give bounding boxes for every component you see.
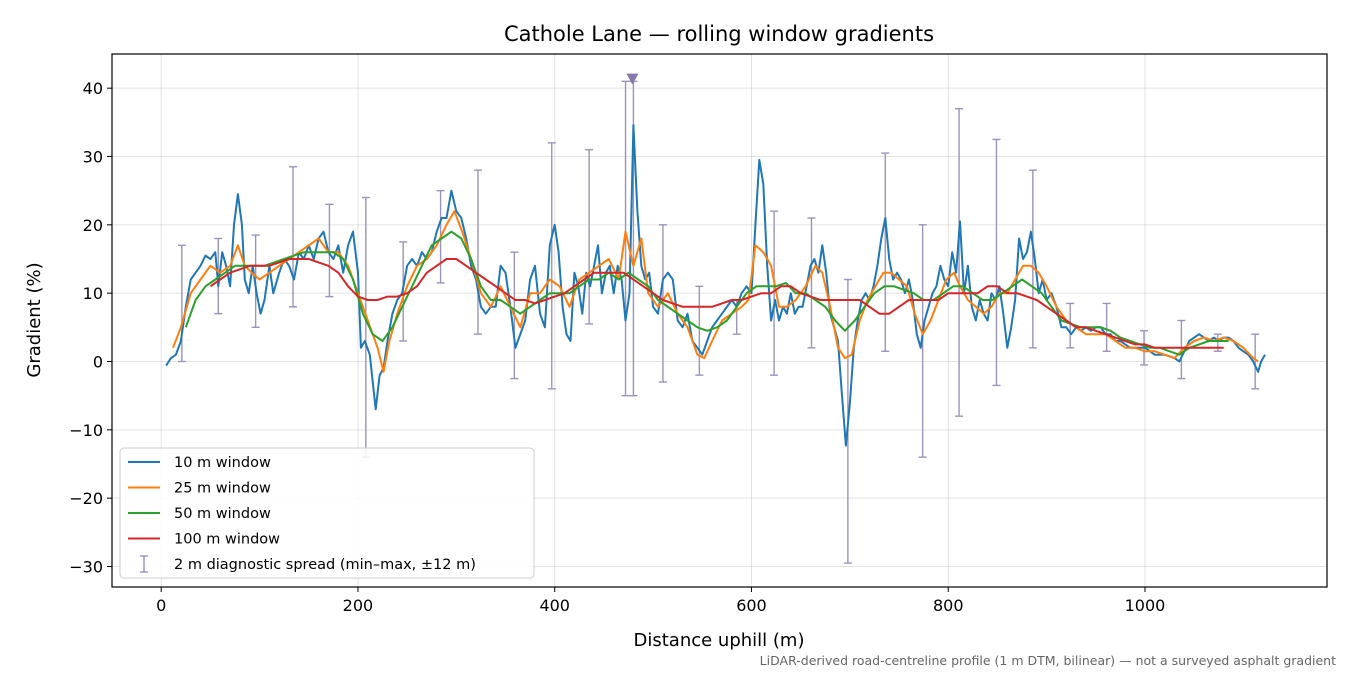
y-tick-label: 20 [83,216,103,235]
diagnostic-bar [473,169,482,335]
diagnostic-bar [621,80,630,397]
diagnostic-bar [1066,302,1075,349]
legend: 10 m window 25 m window 50 m window 100 m w… [119,447,535,579]
series-line-1 [165,124,1266,447]
diagnostic-bar [695,285,704,376]
y-tick-label: −20 [69,489,103,508]
series-lines [165,124,1266,447]
y-tick-label: 10 [83,284,103,303]
legend-swatch [140,555,148,573]
x-tick-label: 800 [933,596,964,615]
y-axis-ticks: −30 −20 −10 0 10 20 30 40 [69,79,112,577]
x-tick-label: 200 [343,596,374,615]
legend-label: 2 m diagnostic spread (min–max, ±12 m) [174,557,476,573]
diagnostic-bar [770,210,779,376]
y-tick-label: 0 [93,353,103,372]
plot-frame [111,53,1328,588]
grid [112,54,1327,587]
diagnostic-bar [289,166,298,308]
series-line-2 [172,210,1259,373]
legend-label: 10 m window [174,455,271,471]
x-axis-label: Distance uphill (m) [634,630,805,651]
diagnostic-bar [807,217,816,349]
x-tick-label: 0 [156,596,166,615]
legend-box [119,447,535,579]
peak-marker-triangle [626,73,639,85]
peak-marker [626,73,639,85]
legend-label: 25 m window [174,481,271,497]
legend-label: 100 m window [174,532,280,548]
series-line-4 [209,258,1224,349]
chart-title: Cathole Lane — rolling window gradients [504,22,934,46]
x-tick-label: 400 [539,596,570,615]
diagnostic-bar [1251,333,1260,390]
x-tick-label: 1000 [1125,596,1166,615]
diagnostic-bar [1102,302,1111,352]
y-tick-label: −10 [69,421,103,440]
y-tick-label: 30 [83,148,103,167]
diagnostic-bar [992,138,1001,387]
x-axis-ticks: 0 200 400 600 800 1000 [156,587,1165,615]
y-axis-label: Gradient (%) [24,262,45,377]
diagnostic-bar [177,244,186,363]
diagnostic-bar [881,152,890,352]
diagnostic-bar [955,107,964,417]
y-tick-label: −30 [69,558,103,577]
diagnostic-bar [325,203,334,298]
diagnostic-bar [585,148,594,325]
caption: LiDAR-derived road-centreline profile (1… [760,653,1336,668]
y-tick-label: 40 [83,79,103,98]
legend-label: 50 m window [174,506,271,522]
diagnostic-bar [1028,169,1037,349]
x-tick-label: 600 [736,596,767,615]
diagnostic-bar [547,142,556,390]
